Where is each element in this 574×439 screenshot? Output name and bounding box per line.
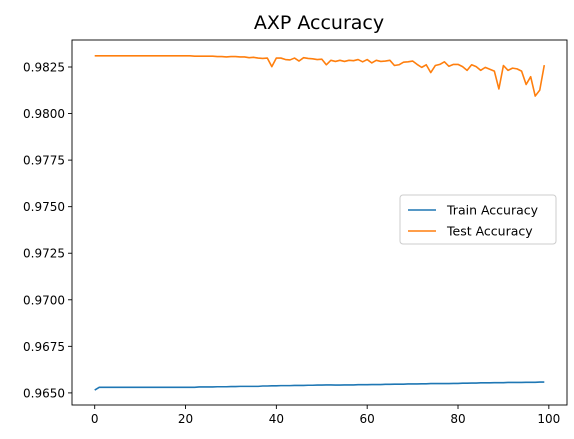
series-line-train-accuracy: [94, 381, 545, 391]
x-tick-label: 60: [360, 412, 375, 426]
legend-box: [399, 194, 557, 245]
x-tick-label: 40: [269, 412, 284, 426]
series-layer: [94, 55, 546, 391]
legend-label: Train Accuracy: [446, 203, 539, 218]
legend-label: Test Accuracy: [446, 224, 533, 239]
x-tick-label: 100: [537, 412, 560, 426]
chart-title: AXP Accuracy: [254, 12, 384, 34]
plot-frame: [71, 39, 568, 406]
x-tick-label: 0: [91, 412, 99, 426]
y-tick-label: 0.9800: [23, 107, 65, 121]
y-tick-label: 0.9700: [23, 293, 65, 307]
series-line-test-accuracy: [94, 55, 546, 97]
y-tick-label: 0.9650: [23, 386, 65, 400]
x-tick-label: 80: [450, 412, 465, 426]
x-tick-label: 20: [178, 412, 193, 426]
y-tick-label: 0.9825: [23, 61, 65, 75]
legend: Train Accuracy Test Accuracy: [399, 194, 557, 245]
y-tick-label: 0.9725: [23, 247, 65, 261]
y-tick-label: 0.9775: [23, 154, 65, 168]
y-tick-label: 0.9750: [23, 200, 65, 214]
y-tick-label: 0.9675: [23, 340, 65, 354]
y-axis-ticks: 0.9650 0.9675 0.9700 0.9725 0.9750 0.9775 0.98…: [23, 61, 72, 400]
x-axis-ticks: 0 20 40 60 80 100: [91, 405, 560, 426]
